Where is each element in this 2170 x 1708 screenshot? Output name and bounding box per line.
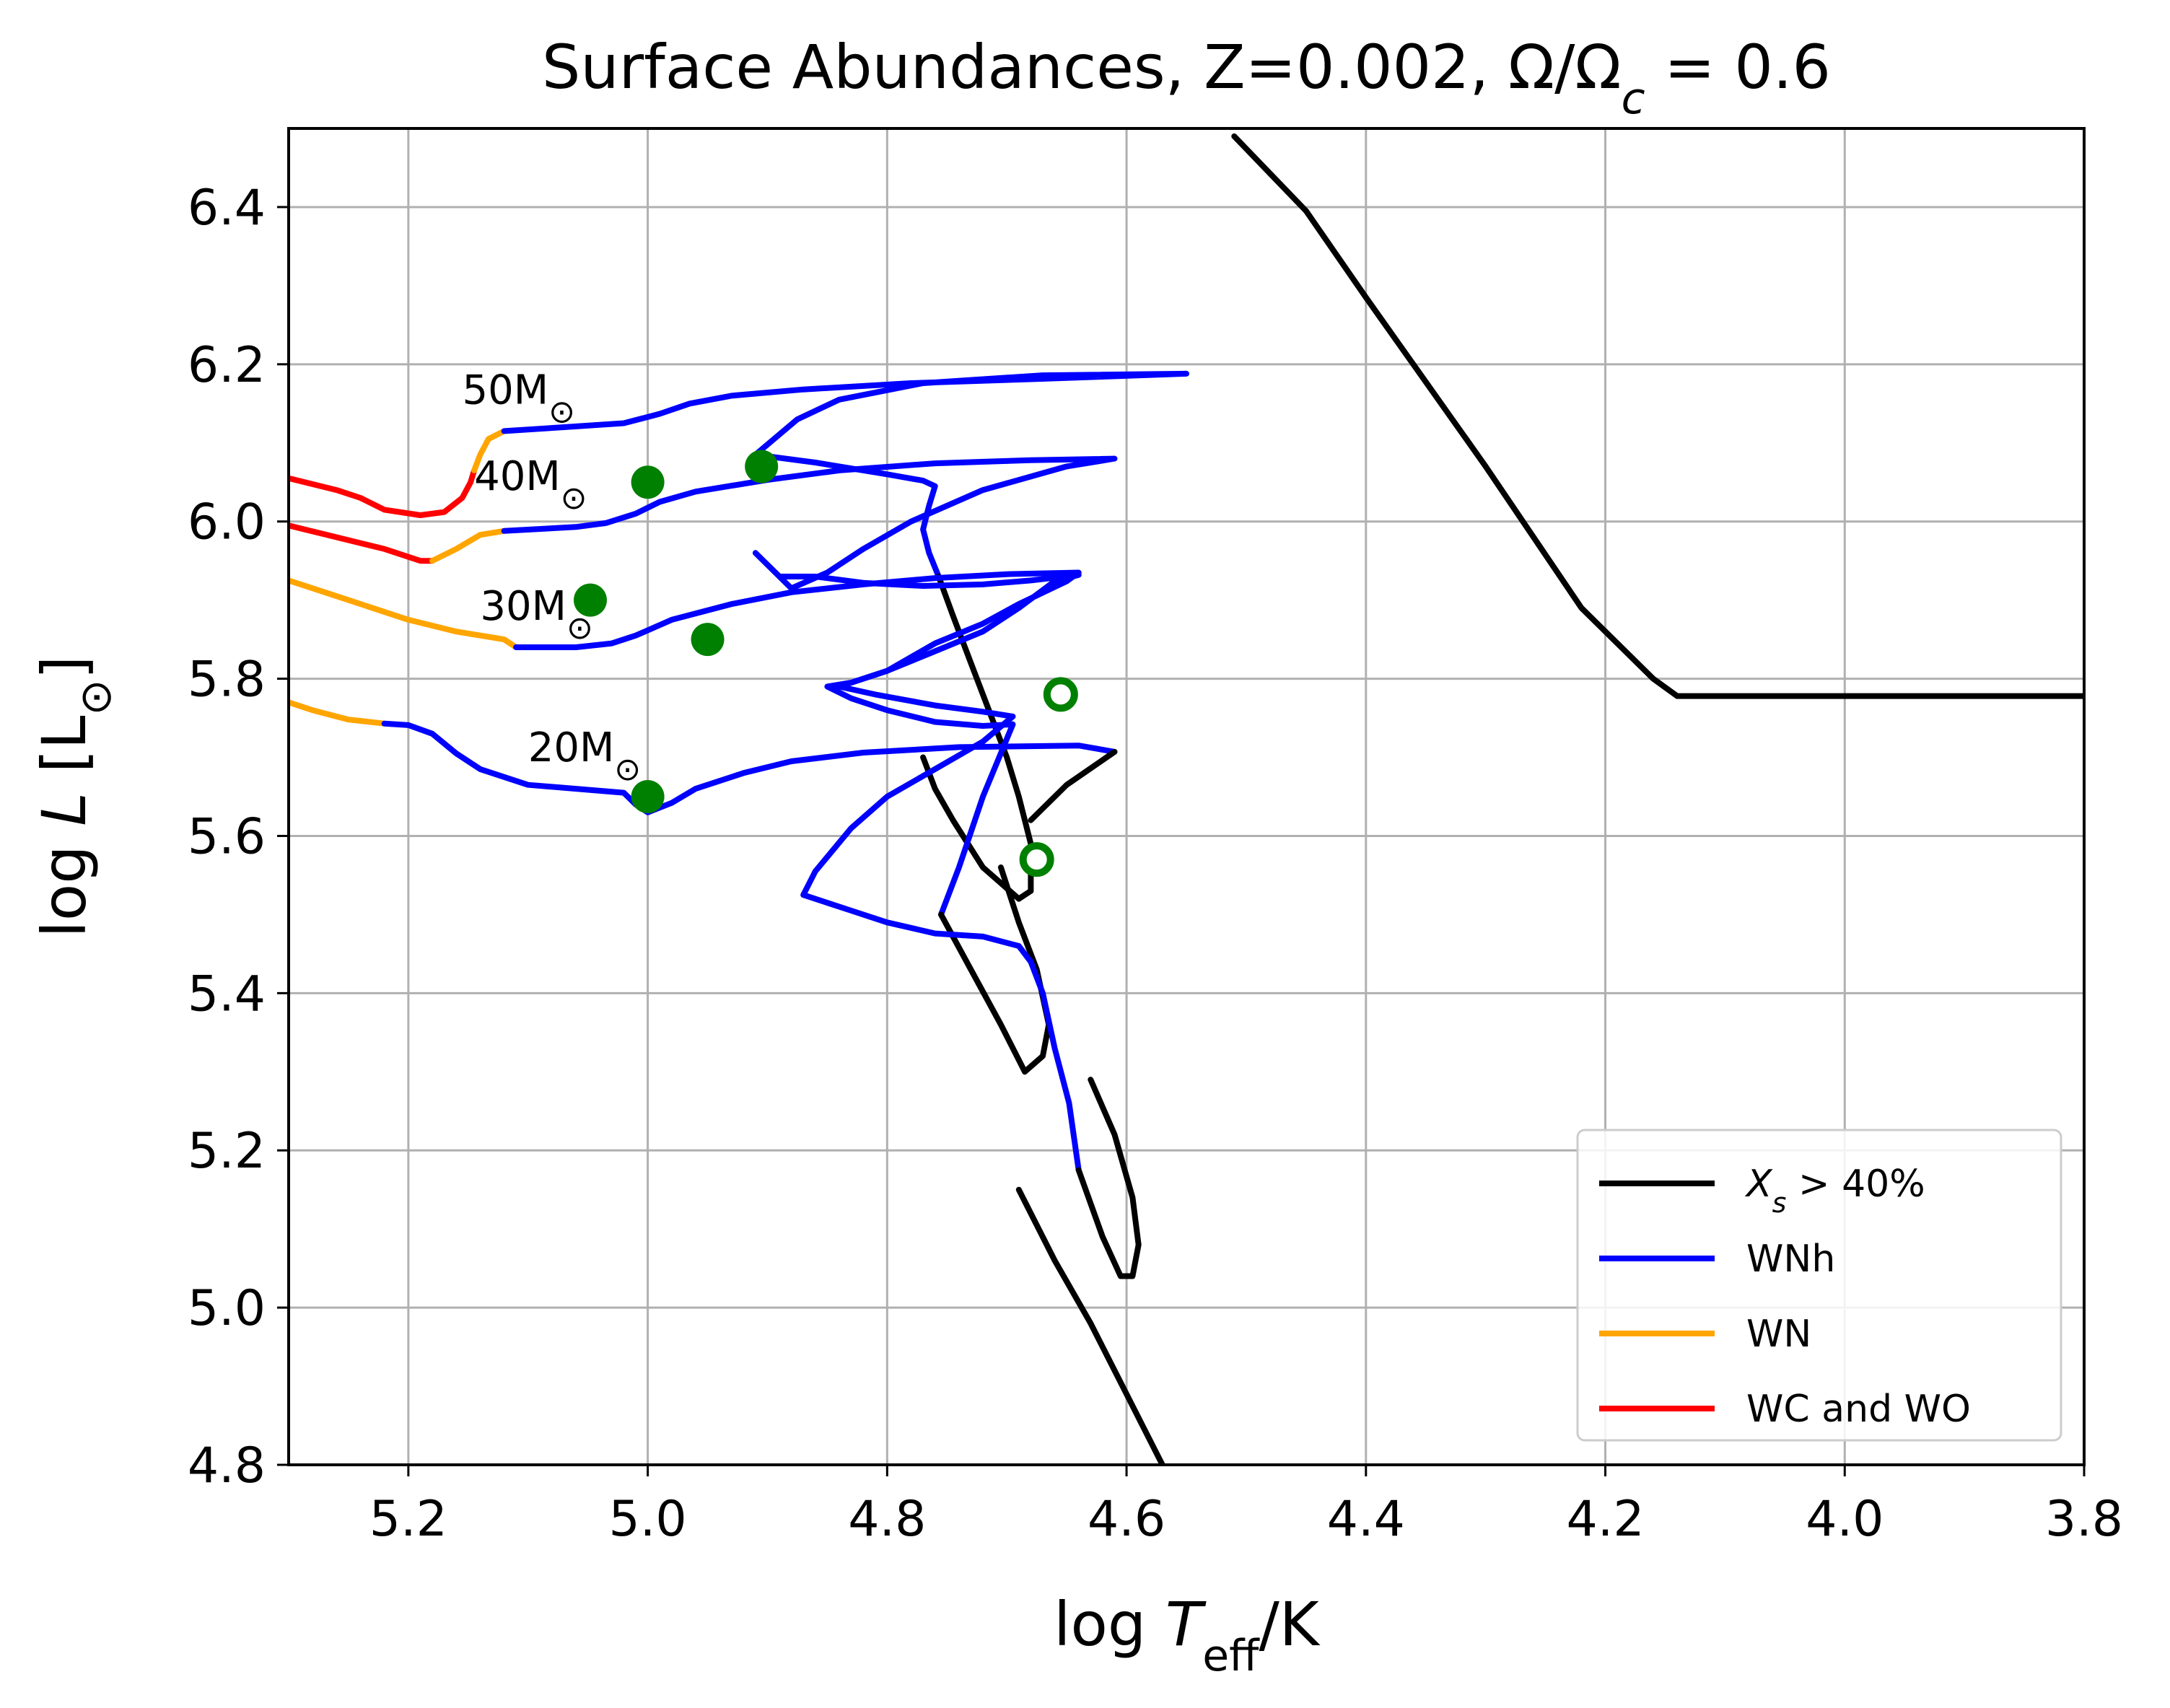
- x-tick-label: 4.4: [1327, 1491, 1405, 1548]
- track-segment-30M: [513, 569, 1082, 1173]
- x-tick-label: 4.6: [1088, 1491, 1165, 1548]
- track-labels: 50M⊙ 40M⊙ 30M⊙ 20M⊙: [463, 367, 642, 787]
- x-tick-label: 4.2: [1566, 1491, 1644, 1548]
- observed-star-marker: [691, 623, 725, 657]
- track-segment-40M: [289, 522, 435, 564]
- x-tick-label: 4.0: [1806, 1491, 1884, 1548]
- observed-star-open-marker: [1043, 677, 1078, 712]
- observed-star-marker: [745, 450, 779, 483]
- track-label: 50M⊙: [463, 367, 575, 430]
- chart-title: Surface Abundances, Z=0.002, Ω/Ωc = 0.6: [542, 32, 1831, 124]
- track-label: 30M⊙: [480, 583, 592, 647]
- legend-label: WN: [1746, 1313, 1811, 1356]
- legend-label: WC and WO: [1746, 1388, 1971, 1431]
- track-segment-50M: [501, 370, 1189, 579]
- y-tick-label: 6.0: [188, 494, 266, 551]
- y-tick-label: 6.2: [188, 337, 266, 394]
- y-axis-title: log L [L⊙]: [29, 656, 121, 938]
- x-tick-label: 5.0: [609, 1491, 687, 1548]
- observed-star-marker: [631, 780, 665, 813]
- y-tick-label: 4.8: [188, 1437, 266, 1494]
- track-segment-30M: [1075, 1077, 1142, 1279]
- y-tick-label: 6.4: [188, 180, 266, 237]
- track-segment-Xs: [1015, 1186, 1165, 1465]
- track-segment-30M: [289, 577, 520, 650]
- y-tick-label: 5.2: [188, 1123, 266, 1180]
- marker-group: [573, 450, 1078, 877]
- x-tick-label: 5.2: [369, 1491, 447, 1548]
- legend-box: [1576, 1129, 2062, 1442]
- track-segment-40M: [429, 527, 507, 564]
- track-segment-40M: [938, 864, 1052, 1075]
- y-tick-label: 5.6: [188, 808, 266, 865]
- track-segment-40M: [501, 455, 1118, 918]
- track-segment-20M: [289, 699, 388, 727]
- track-segment-20M: [1028, 748, 1118, 823]
- x-tick-label: 3.8: [2045, 1491, 2123, 1548]
- y-tick-label: 5.4: [188, 965, 266, 1022]
- legend-label: Xs > 40%: [1744, 1162, 1925, 1219]
- observed-star-open-marker: [1019, 842, 1054, 877]
- axis-ticks: 5.2 5.0 4.8 4.6 4.4 4.2 4.0 3.8 4.8 5.0 5.2 5.4 5.6 5…: [188, 180, 2123, 1548]
- legend: Xs > 40% WNh WN WC and WO: [1576, 1129, 2062, 1442]
- y-tick-label: 5.0: [188, 1280, 266, 1337]
- y-tick-label: 5.8: [188, 652, 266, 709]
- x-axis-title: log Teff/K: [1054, 1589, 1321, 1681]
- legend-label: WNh: [1746, 1238, 1835, 1281]
- observed-star-marker: [631, 465, 665, 499]
- track-segment-50M: [471, 428, 507, 473]
- plot-frame: [287, 127, 2086, 1466]
- track-segment-Xs: [1231, 133, 2084, 699]
- track-label: 20M⊙: [528, 724, 641, 788]
- track-segment-50M: [289, 467, 478, 518]
- x-tick-label: 4.8: [848, 1491, 926, 1548]
- track-label: 40M⊙: [474, 453, 587, 517]
- observed-star-marker: [573, 583, 607, 617]
- grid-lines: [289, 128, 2086, 1466]
